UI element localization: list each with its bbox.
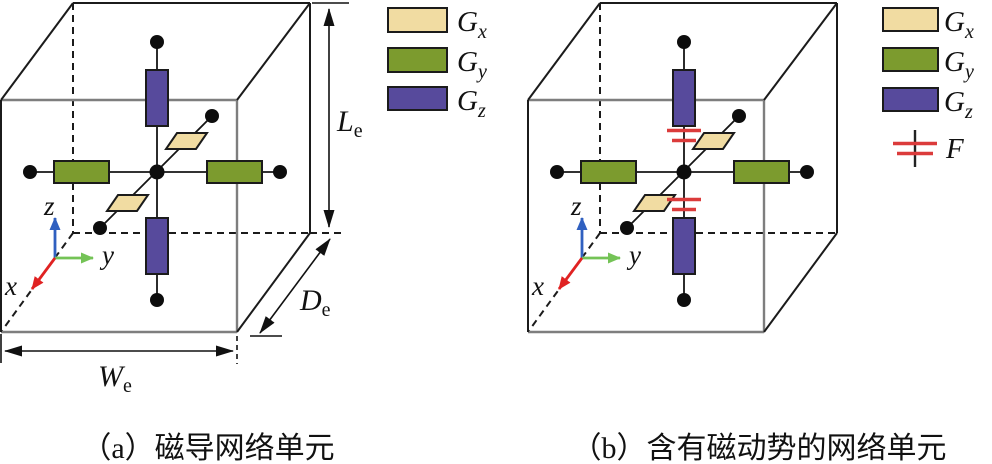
legend-b-gz-swatch [882, 87, 939, 112]
axis-y-label: y [99, 240, 114, 270]
dim-D-arrow [259, 238, 331, 334]
axis-x-label: x [4, 271, 17, 301]
legend-b-f-symbol [893, 130, 937, 167]
legend-b-gy-swatch [882, 47, 939, 72]
cube-a [1, 3, 310, 332]
legend-a-gy-label: Gy [457, 46, 487, 83]
figure-b: z y x [528, 3, 837, 332]
legend-a-gy-swatch [387, 47, 448, 73]
legend-b-gy-label: Gy [944, 46, 974, 83]
dim-W-label: We [98, 360, 132, 397]
dim-D-label: De [299, 284, 331, 321]
legend-a: Gx Gy Gz [387, 6, 487, 122]
legend-a-gx-label: Gx [457, 6, 487, 43]
legend-a-gz-swatch [387, 86, 448, 111]
legend-a-gx-swatch [387, 7, 448, 33]
axis-z-label: z [43, 191, 55, 221]
axis-x-label: x [531, 271, 544, 301]
figure-a: z y x Le De We [1, 3, 363, 397]
caption-figure-b: （b）含有磁动势的网络单元 [571, 432, 947, 464]
legend-b: Gx Gy Gz F [882, 6, 974, 167]
caption-figure-a: （a）磁导网络单元 [81, 432, 335, 464]
legend-a-gz-label: Gz [457, 85, 486, 122]
dim-L-label: Le [336, 105, 363, 142]
axis-y-label: y [626, 240, 641, 270]
cube-b [528, 3, 837, 332]
legend-b-gx-label: Gx [944, 6, 974, 43]
legend-b-f-label: F [945, 133, 964, 165]
legend-b-gx-swatch [882, 7, 939, 32]
legend-b-gz-label: Gz [944, 86, 973, 123]
axis-z-label: z [570, 191, 582, 221]
